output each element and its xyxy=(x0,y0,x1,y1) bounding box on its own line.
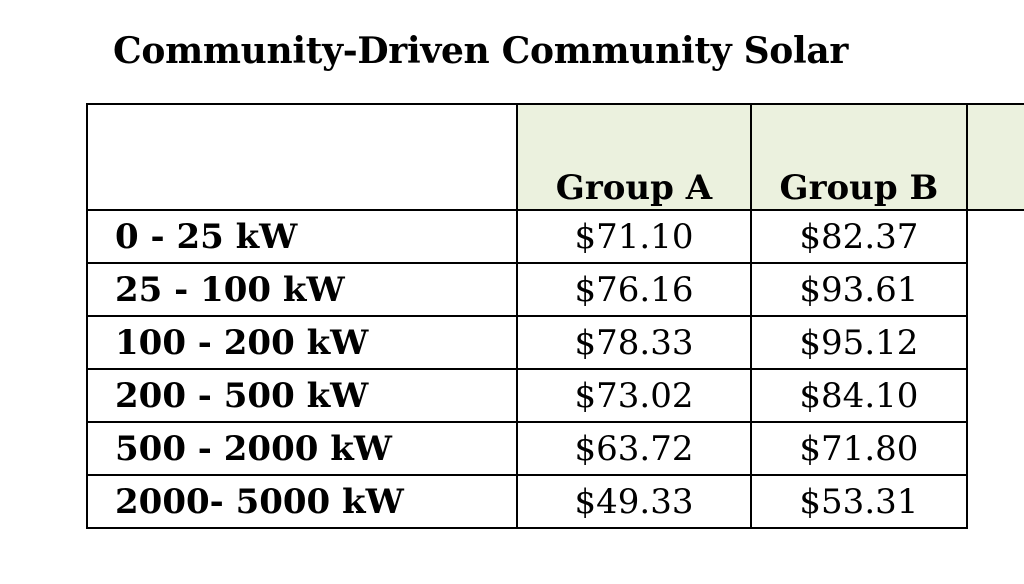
group-a-rate: $73.02 xyxy=(515,368,753,423)
table-row: 200 - 500 kW $73.02 $84.10 xyxy=(86,368,1024,423)
size-range: 0 - 25 kW xyxy=(86,209,518,264)
rate-table: Group A Group B 0 - 25 kW $71.10 $82.37 … xyxy=(86,103,1024,529)
group-b-rate: $82.37 xyxy=(750,209,968,264)
size-range: 25 - 100 kW xyxy=(86,262,518,317)
group-a-rate: $71.10 xyxy=(515,209,753,264)
group-a-rate: $78.33 xyxy=(515,315,753,370)
group-b-rate: $71.80 xyxy=(750,421,968,476)
group-b-rate: $95.12 xyxy=(750,315,968,370)
header-group-a: Group A xyxy=(515,103,753,211)
table-row: 0 - 25 kW $71.10 $82.37 xyxy=(86,209,1024,264)
table-row: 100 - 200 kW $78.33 $95.12 xyxy=(86,315,1024,370)
size-range: 2000- 5000 kW xyxy=(86,474,518,529)
table-header-row: Group A Group B xyxy=(86,103,1024,211)
header-blank-cell xyxy=(86,103,518,211)
table-row: 500 - 2000 kW $63.72 $71.80 xyxy=(86,421,1024,476)
group-a-rate: $63.72 xyxy=(515,421,753,476)
table-row: 25 - 100 kW $76.16 $93.61 xyxy=(86,262,1024,317)
group-b-rate: $93.61 xyxy=(750,262,968,317)
empty-cell xyxy=(967,210,1024,263)
empty-cell xyxy=(967,475,1024,528)
table-row: 2000- 5000 kW $49.33 $53.31 xyxy=(86,474,1024,529)
empty-cell xyxy=(967,369,1024,422)
empty-cell xyxy=(967,316,1024,369)
size-range: 500 - 2000 kW xyxy=(86,421,518,476)
size-range: 100 - 200 kW xyxy=(86,315,518,370)
header-group-b: Group B xyxy=(750,103,968,211)
empty-cell xyxy=(967,263,1024,316)
empty-cell xyxy=(967,422,1024,475)
group-a-rate: $76.16 xyxy=(515,262,753,317)
size-range: 200 - 500 kW xyxy=(86,368,518,423)
group-b-rate: $53.31 xyxy=(750,474,968,529)
group-b-rate: $84.10 xyxy=(750,368,968,423)
slide-title: Community-Driven Community Solar xyxy=(113,30,849,72)
header-cut-off-cell xyxy=(965,103,1024,211)
group-a-rate: $49.33 xyxy=(515,474,753,529)
